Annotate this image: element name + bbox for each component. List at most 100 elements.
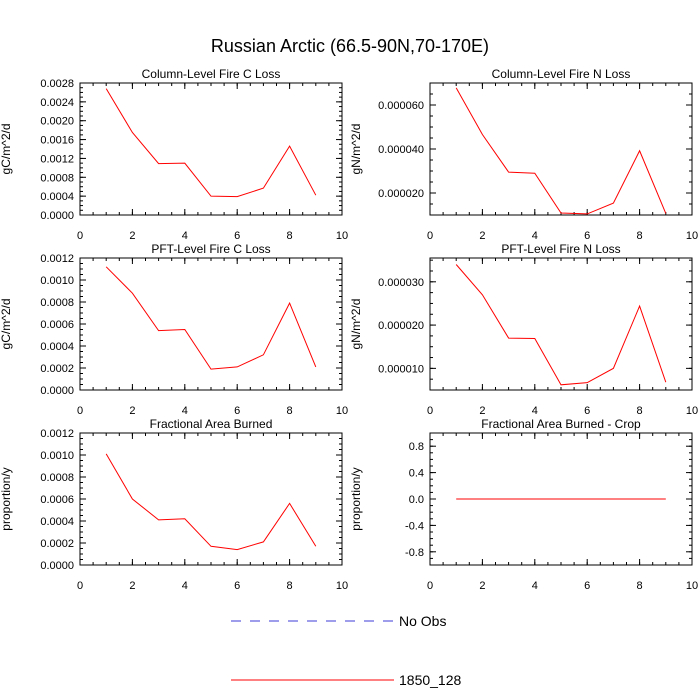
panel-2-xtick-label: 10	[686, 230, 698, 242]
panel-3-ylabel: gC/m^2/d	[0, 299, 13, 350]
panel-6-title: Fractional Area Burned - Crop	[481, 417, 641, 431]
panel-3-xtick-label: 6	[234, 405, 240, 417]
panel-4-title: PFT-Level Fire N Loss	[501, 242, 620, 256]
panel-6-ytick-label: 0.4	[409, 468, 424, 480]
panel-3-series-1850-128	[105, 266, 317, 370]
panel-1-xtick-label: 6	[234, 230, 240, 242]
panel-4-xtick-label: 10	[686, 405, 698, 417]
panel-2-title: Column-Level Fire N Loss	[492, 67, 631, 81]
panel-1-xtick-label: 4	[182, 230, 188, 242]
panel-1-xtick-label: 0	[77, 230, 83, 242]
legend-no-obs-label: No Obs	[399, 613, 446, 629]
panel-5-title: Fractional Area Burned	[150, 417, 273, 431]
panel-5-ytick-label: 0.0010	[40, 450, 74, 462]
panel-6-ylabel: proportion/y	[349, 467, 363, 530]
panel-4-frame	[429, 257, 693, 391]
panel-3-ytick-label: 0.0004	[40, 341, 74, 353]
panel-5-xtick-label: 8	[287, 580, 293, 592]
legend: No Obs 1850_128	[231, 613, 462, 688]
panel-5-xtick-label: 10	[336, 580, 348, 592]
panel-2-xtick-label: 2	[479, 230, 485, 242]
panel-4: PFT-Level Fire N Loss gN/m^2/d 0 2 4 6 8 10 0.00…	[349, 242, 698, 417]
panel-1-ytick-label: 0.0024	[40, 97, 74, 109]
legend-1850-128-label: 1850_128	[399, 672, 462, 688]
panel-3-ytick-label: 0.0000	[40, 385, 74, 397]
panel-1-ytick-label: 0.0012	[40, 153, 74, 165]
panel-5-ytick-label: 0.0004	[40, 516, 74, 528]
panel-1-xtick-label: 2	[129, 230, 135, 242]
panel-6-xtick-label: 6	[584, 580, 590, 592]
panel-6-ytick-label: -0.8	[405, 547, 424, 559]
panel-2-frame	[429, 82, 693, 216]
panel-1-ylabel: gC/m^2/d	[0, 124, 13, 175]
panel-5-xtick-label: 6	[234, 580, 240, 592]
panel-1-ytick-label: 0.0028	[40, 78, 74, 90]
panel-3-ytick-label: 0.0010	[40, 275, 74, 287]
panel-3-ytick-label: 0.0012	[40, 253, 74, 265]
panel-5-ytick-label: 0.0002	[40, 538, 74, 550]
panel-2-xtick-label: 6	[584, 230, 590, 242]
panel-5-frame	[79, 432, 343, 566]
panel-1-ytick-label: 0.0004	[40, 191, 74, 203]
panel-6-xtick-label: 0	[427, 580, 433, 592]
panel-6-xtick-label: 2	[479, 580, 485, 592]
panels: Column-Level Fire C Loss gC/m^2/d 0 2 4 6 8 10 0…	[0, 67, 698, 592]
panel-6-xtick-label: 10	[686, 580, 698, 592]
panel-1-xtick-label: 10	[336, 230, 348, 242]
panel-3-xtick-label: 8	[287, 405, 293, 417]
panel-1-xtick-label: 8	[287, 230, 293, 242]
panel-2-series-1850-128	[455, 87, 667, 215]
panel-1-series-1850-128	[105, 88, 317, 198]
panel-5-ytick-label: 0.0006	[40, 494, 74, 506]
panel-2-ytick-label: 0.000060	[378, 100, 424, 112]
panel-4-xtick-label: 0	[427, 405, 433, 417]
panel-4-xtick-label: 2	[479, 405, 485, 417]
panel-5-ytick-label: 0.0012	[40, 428, 74, 440]
panel-6-ytick-label: 0.8	[409, 441, 424, 453]
panel-2-xtick-label: 0	[427, 230, 433, 242]
panel-6-xtick-label: 4	[532, 580, 538, 592]
panel-4-xtick-label: 8	[637, 405, 643, 417]
panel-3-title: PFT-Level Fire C Loss	[151, 242, 270, 256]
panel-1-frame	[79, 82, 343, 216]
panel-5-ytick-label: 0.0008	[40, 472, 74, 484]
panel-3-xtick-label: 10	[336, 405, 348, 417]
panel-4-series-1850-128	[455, 264, 667, 386]
panel-4-xtick-label: 4	[532, 405, 538, 417]
panel-5: Fractional Area Burned proportion/y 0 2 4 6 8 1…	[0, 417, 348, 592]
panel-1-ytick-label: 0.0000	[40, 210, 74, 222]
panel-5-ytick-label: 0.0000	[40, 560, 74, 572]
panel-2: Column-Level Fire N Loss gN/m^2/d 0 2 4 6 8 10 0…	[349, 67, 698, 242]
panel-1-title: Column-Level Fire C Loss	[142, 67, 281, 81]
panel-2-ytick-label: 0.000020	[378, 188, 424, 200]
panel-5-ylabel: proportion/y	[0, 467, 13, 530]
panel-4-ytick-label: 0.000030	[378, 277, 424, 289]
panel-3-xtick-label: 2	[129, 405, 135, 417]
panel-3-xtick-label: 4	[182, 405, 188, 417]
panel-1: Column-Level Fire C Loss gC/m^2/d 0 2 4 6 8 10 0…	[0, 67, 348, 242]
panel-4-ylabel: gN/m^2/d	[349, 299, 363, 350]
panel-1-ytick-label: 0.0020	[40, 116, 74, 128]
figure-title: Russian Arctic (66.5-90N,70-170E)	[211, 36, 489, 56]
panel-2-xtick-label: 4	[532, 230, 538, 242]
panel-1-ytick-label: 0.0008	[40, 172, 74, 184]
panel-5-xtick-label: 4	[182, 580, 188, 592]
panel-1-ytick-label: 0.0016	[40, 135, 74, 147]
panel-2-ytick-label: 0.000040	[378, 144, 424, 156]
panel-6-xtick-label: 8	[637, 580, 643, 592]
panel-4-ytick-label: 0.000020	[378, 320, 424, 332]
panel-3-frame	[79, 257, 343, 391]
panel-3-ytick-label: 0.0006	[40, 319, 74, 331]
panel-2-ylabel: gN/m^2/d	[349, 124, 363, 175]
panel-3-xtick-label: 0	[77, 405, 83, 417]
panel-6: Fractional Area Burned - Crop proportion/…	[349, 417, 698, 592]
panel-6-ytick-label: 0.0	[409, 494, 424, 506]
panel-3-ytick-label: 0.0002	[40, 363, 74, 375]
panel-4-ytick-label: 0.000010	[378, 363, 424, 375]
panel-5-series-1850-128	[105, 453, 317, 551]
panel-3: PFT-Level Fire C Loss gC/m^2/d 0 2 4 6 8 10 0.00…	[0, 242, 348, 417]
panel-2-xtick-label: 8	[637, 230, 643, 242]
panel-6-ytick-label: -0.4	[405, 520, 424, 532]
panel-4-xtick-label: 6	[584, 405, 590, 417]
